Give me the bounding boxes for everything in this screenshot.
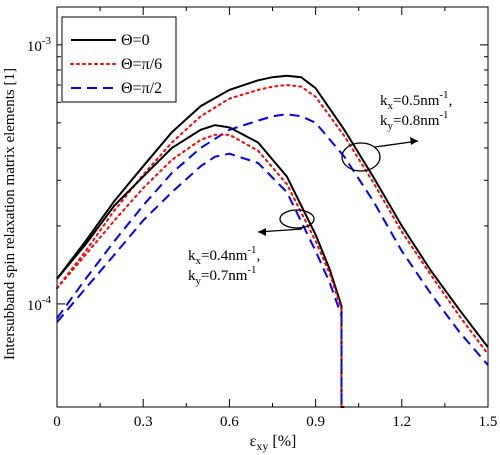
annotation-text: kx=0.5nm-1, (380, 89, 452, 112)
x-tick-label: 1.5 (479, 414, 498, 430)
annotation-ellipse (279, 209, 315, 229)
x-axis-label-unit: [%] (268, 433, 296, 450)
x-axis-label-sub: xy (256, 439, 268, 453)
annotation-arrowhead (410, 137, 418, 145)
x-tick-label: 1.2 (392, 414, 411, 430)
series-lower-theta-3 (56, 124, 345, 408)
x-axis-label: εxy [%] (250, 433, 297, 453)
tick-layer: 0 0.3 0.6 0.9 1.2 1.5 10-4 10-3 (27, 7, 498, 430)
x-tick-label: 0.9 (306, 414, 325, 430)
series-upper-theta-0 (56, 74, 489, 348)
series-layer (56, 74, 489, 408)
series-lower-theta-4 (56, 133, 343, 408)
legend-label: Θ=π/6 (121, 56, 162, 73)
x-tick-label: 0.3 (134, 414, 153, 430)
legend: Θ=0 Θ=π/6 Θ=π/2 (61, 16, 177, 103)
y-tick-label: 10-3 (27, 35, 52, 55)
annotation-ellipse (341, 142, 381, 172)
annotation-text: ky=0.7nm-1 (188, 264, 257, 287)
annotation-layer: kx=0.5nm-1,ky=0.8nm-1 kx=0.4nm-1,ky=0.7nm… (188, 89, 452, 287)
x-axis-label-main: ε (250, 433, 257, 450)
annotation-text: ky=0.8nm-1 (380, 109, 449, 132)
y-tick-label: 10-4 (27, 294, 52, 314)
annotation-text: kx=0.4nm-1, (188, 244, 260, 267)
x-tick-label: 0 (53, 414, 61, 430)
x-tick-label: 0.6 (220, 414, 239, 430)
y-axis-label: Intersubband spin relaxation matrix elem… (2, 68, 18, 360)
legend-label: Θ=0 (121, 32, 150, 49)
annotation-arrowhead (258, 228, 266, 236)
legend-label: Θ=π/2 (121, 80, 162, 97)
series-upper-theta-2 (56, 113, 489, 366)
series-lower-theta-5 (56, 152, 343, 407)
